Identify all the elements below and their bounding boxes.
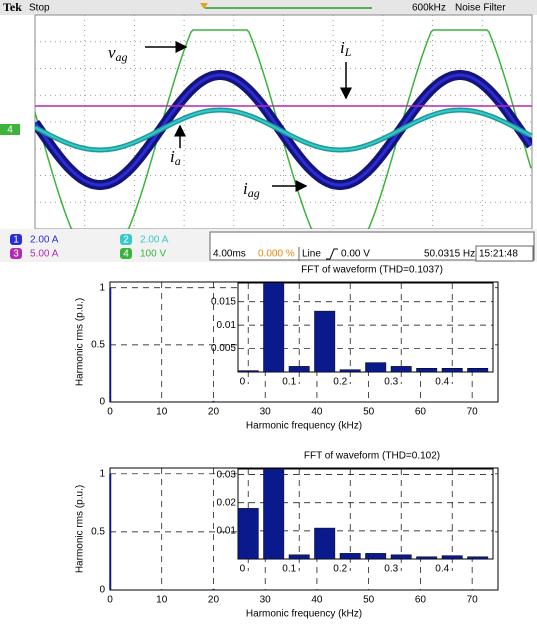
x-tick-label: 0	[107, 595, 113, 606]
status: Stop	[29, 3, 50, 14]
inset-x-tick-label: 0.4	[435, 377, 449, 388]
y-tick-label: 1	[99, 282, 105, 293]
inset-bar	[468, 368, 488, 372]
inset-bar	[417, 368, 437, 372]
bar	[109, 474, 111, 590]
x-tick-label: 60	[415, 407, 427, 418]
x-tick-label: 40	[311, 595, 323, 606]
x-tick-label: 0	[107, 407, 113, 418]
y-tick-label: 0.5	[91, 527, 105, 538]
trigger-source: Line	[302, 249, 321, 260]
y-axis-label: Harmonic rms (p.u.)	[75, 485, 86, 573]
clock: 15:21:48	[479, 249, 518, 260]
inset-x-tick-label: 0.3	[384, 564, 398, 575]
chart-title: FFT of waveform (THD=0.1037)	[301, 265, 443, 276]
x-tick-label: 30	[260, 595, 272, 606]
x-tick-label: 50	[363, 595, 375, 606]
inset-bar	[315, 528, 335, 559]
inset-bar	[238, 371, 258, 372]
x-tick-label: 50	[363, 407, 375, 418]
frequency: 50.0315 Hz	[424, 249, 475, 260]
channel-scale: 2.00 A	[140, 235, 169, 246]
inset-x-tick-label: 0.1	[282, 377, 296, 388]
inset-bar	[340, 370, 360, 372]
y-tick-label: 0	[99, 585, 105, 596]
y-tick-label: 1	[99, 468, 105, 479]
inset-bar	[442, 368, 462, 372]
inset-bar	[289, 366, 309, 372]
inset-bar	[391, 366, 411, 372]
x-tick-label: 70	[467, 595, 479, 606]
bar	[212, 401, 214, 402]
rate: 600kHz	[412, 3, 446, 14]
x-tick-label: 60	[415, 595, 427, 606]
inset-bar	[468, 557, 488, 559]
channel-id: 3	[13, 249, 19, 260]
filter: Noise Filter	[455, 3, 506, 14]
x-tick-label: 10	[156, 595, 168, 606]
bar	[212, 589, 214, 590]
inset-x-tick-label: 0.4	[435, 564, 449, 575]
figure: Tek Stop 600kHz Noise Filter 4 vag iL ia…	[0, 0, 537, 624]
x-tick-label: 70	[467, 407, 479, 418]
inset-y-tick-label: 0.02	[217, 497, 237, 508]
y-tick-label: 0.5	[91, 339, 105, 350]
x-tick-label: 10	[156, 407, 168, 418]
inset-x-tick-label: 0.1	[282, 564, 296, 575]
x-axis-label: Harmonic frequency (kHz)	[246, 609, 362, 620]
channel-id: 1	[13, 235, 19, 246]
inset-bar	[366, 553, 386, 559]
inset-x-tick-label: 0.2	[333, 564, 347, 575]
inset-x-tick-label: 0.2	[333, 377, 347, 388]
position: 0.000 %	[258, 249, 295, 260]
inset-x-tick-label: 0	[240, 564, 246, 575]
page: Tek Stop 600kHz Noise Filter 4 vag iL ia…	[0, 0, 537, 624]
inset-x-tick-label: 0	[240, 377, 246, 388]
ground-marker: 4	[7, 125, 13, 136]
inset-y-tick-label: 0.01	[217, 526, 237, 537]
inset-x-tick-label: 0.3	[384, 377, 398, 388]
bar	[109, 288, 111, 402]
inset-bar	[315, 311, 335, 372]
inset-y-tick-label: 0.01	[217, 320, 237, 331]
channel-scale: 5.00 A	[30, 249, 59, 260]
channel-id: 4	[123, 249, 129, 260]
x-tick-label: 20	[208, 595, 220, 606]
inset-bar	[289, 555, 309, 559]
inset-bar	[340, 553, 360, 559]
brand: Tek	[3, 0, 22, 14]
chart-title: FFT of waveform (THD=0.102)	[304, 451, 440, 462]
x-tick-label: 40	[311, 407, 323, 418]
x-tick-label: 30	[260, 407, 272, 418]
channel-scale: 100 V	[140, 249, 166, 260]
inset-bar	[417, 557, 437, 559]
channel-scale: 2.00 A	[30, 235, 59, 246]
y-tick-label: 0	[99, 397, 105, 408]
inset-y-tick-label: 0.005	[211, 343, 236, 354]
y-axis-label: Harmonic rms (p.u.)	[75, 298, 86, 386]
x-tick-label: 20	[208, 407, 220, 418]
channel-id: 2	[123, 235, 129, 246]
timebase: 4.00ms	[213, 249, 246, 260]
inset-bar	[391, 555, 411, 559]
inset-bar	[442, 556, 462, 559]
inset-y-tick-label: 0.03	[217, 469, 237, 480]
trigger-level: 0.00 V	[341, 249, 370, 260]
inset-bar	[366, 363, 386, 372]
x-axis-label: Harmonic frequency (kHz)	[246, 421, 362, 432]
inset-y-tick-label: 0.015	[211, 296, 236, 307]
inset-bar	[238, 508, 258, 559]
